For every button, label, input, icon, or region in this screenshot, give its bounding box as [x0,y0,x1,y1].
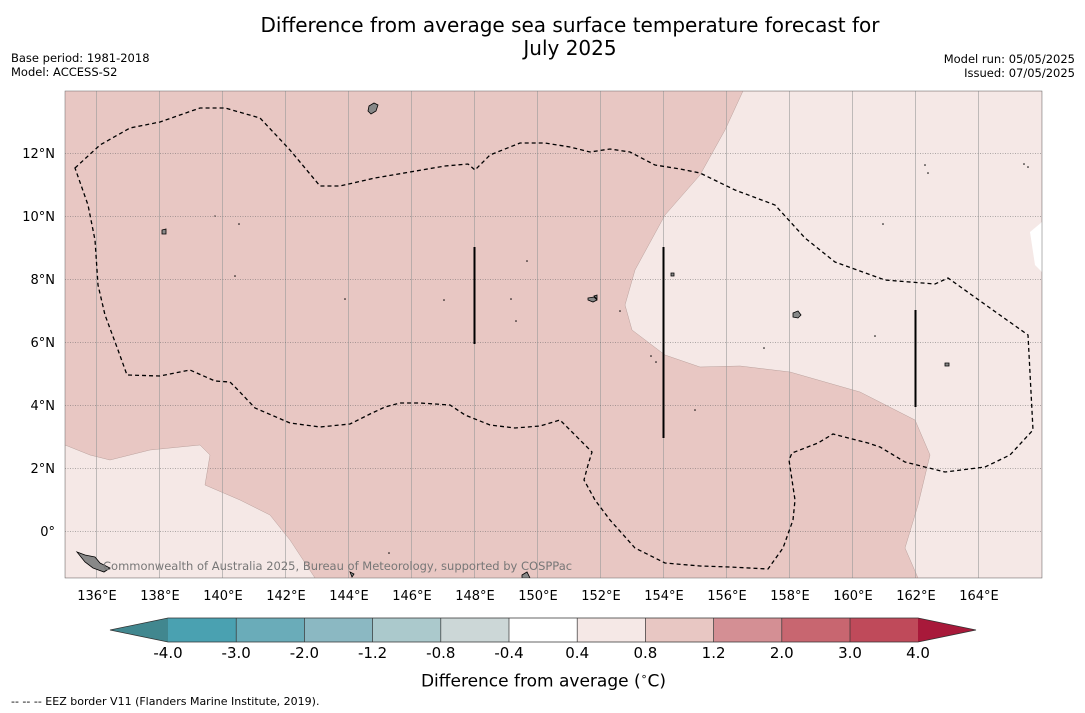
lon-label: 160°E [833,589,873,604]
colorbar-tick-label: 0.4 [565,644,589,662]
lon-label: 144°E [329,589,369,604]
colorbar-tick-label: -3.0 [222,644,251,662]
colorbar-tick-label: 0.8 [633,644,657,662]
lon-label: 142°E [266,589,306,604]
lat-label: 2°N [31,462,56,477]
colorbar-tick-label: -0.8 [426,644,455,662]
colorbar-under-arrow [110,618,168,642]
light-anomaly-region-east [624,91,1042,578]
lon-label: 148°E [455,589,495,604]
copyright-text: Commonwealth of Australia 2025, Bureau o… [103,559,572,573]
lon-label: 158°E [770,589,810,604]
colorbar-bin [713,618,782,642]
issued-text: Issued: 07/05/2025 [964,66,1075,80]
map-title: Difference from average sea surface temp… [200,14,940,60]
colorbar-bin [509,618,578,642]
colorbar-bin [168,618,237,642]
meta-left: Base period: 1981-2018 Model: ACCESS-S2 [11,51,150,79]
lon-label: 140°E [203,589,243,604]
title-line-1: Difference from average sea surface temp… [260,13,880,37]
lat-label: 4°N [31,399,56,414]
islands [75,102,950,578]
eez-solid-segments [473,247,917,438]
lon-label: 154°E [644,589,684,604]
tiny-islets [214,163,1029,554]
degree-symbol: ∘ [640,670,648,683]
lon-label: 156°E [707,589,747,604]
lat-label: 0° [40,525,55,540]
colorbar-tick-label: 1.2 [702,644,726,662]
colorbar-bin [577,618,646,642]
lon-label: 152°E [581,589,621,604]
map-frame [64,90,1043,579]
colorbar-bin [781,618,850,642]
colorbar-bin [236,618,305,642]
colorbar-title: Difference from average (∘C) [300,670,787,692]
lon-label: 150°E [518,589,558,604]
lon-label: 162°E [896,589,936,604]
title-line-2: July 2025 [523,36,617,60]
colorbar-tick-label: -4.0 [153,644,182,662]
colorbar-bin [850,618,918,642]
colorbar-title-main: Difference from average ( [420,671,641,692]
lon-label: 164°E [959,589,999,604]
graticule [96,91,979,578]
colorbar-bin [372,618,441,642]
light-anomaly-region-southwest [65,444,316,578]
colorbar-title-end: C) [647,671,667,692]
colorbar: -4.0 -3.0 -2.0 -1.2 -0.8 -0.4 0.4 0.8 1.… [109,617,977,662]
colorbar-tick-label: -2.0 [290,644,319,662]
model-run-text: Model run: 05/05/2025 [943,52,1075,66]
latitude-labels: 12°N 10°N 8°N 6°N 4°N 2°N 0° [22,147,55,540]
colorbar-tick-label: -0.4 [494,644,523,662]
eez-legend-note: -- -- -- EEZ border V11 (Flanders Marine… [11,695,320,708]
lat-label: 8°N [31,273,56,288]
lat-label: 10°N [22,210,55,225]
lon-label: 138°E [140,589,180,604]
lon-label: 136°E [77,589,117,604]
lat-label: 12°N [22,147,55,162]
white-patch [1030,222,1042,272]
lat-label: 6°N [31,336,56,351]
meta-right: Model run: 05/05/2025 Issued: 07/05/2025 [944,52,1075,80]
model-text: Model: ACCESS-S2 [11,65,118,79]
colorbar-bin [304,618,373,642]
colorbar-over-arrow [918,618,976,642]
colorbar-tick-label: 2.0 [770,644,794,662]
longitude-labels: 136°E 138°E 140°E 142°E 144°E 146°E 148°… [77,589,999,604]
base-period-text: Base period: 1981-2018 [11,51,150,65]
colorbar-bin [440,618,509,642]
colorbar-tick-label: -1.2 [358,644,387,662]
colorbar-bin [645,618,714,642]
lon-label: 146°E [392,589,432,604]
colorbar-tick-label: 4.0 [906,644,930,662]
map-area: Commonwealth of Australia 2025, Bureau o… [65,91,1042,578]
colorbar-tick-label: 3.0 [838,644,862,662]
